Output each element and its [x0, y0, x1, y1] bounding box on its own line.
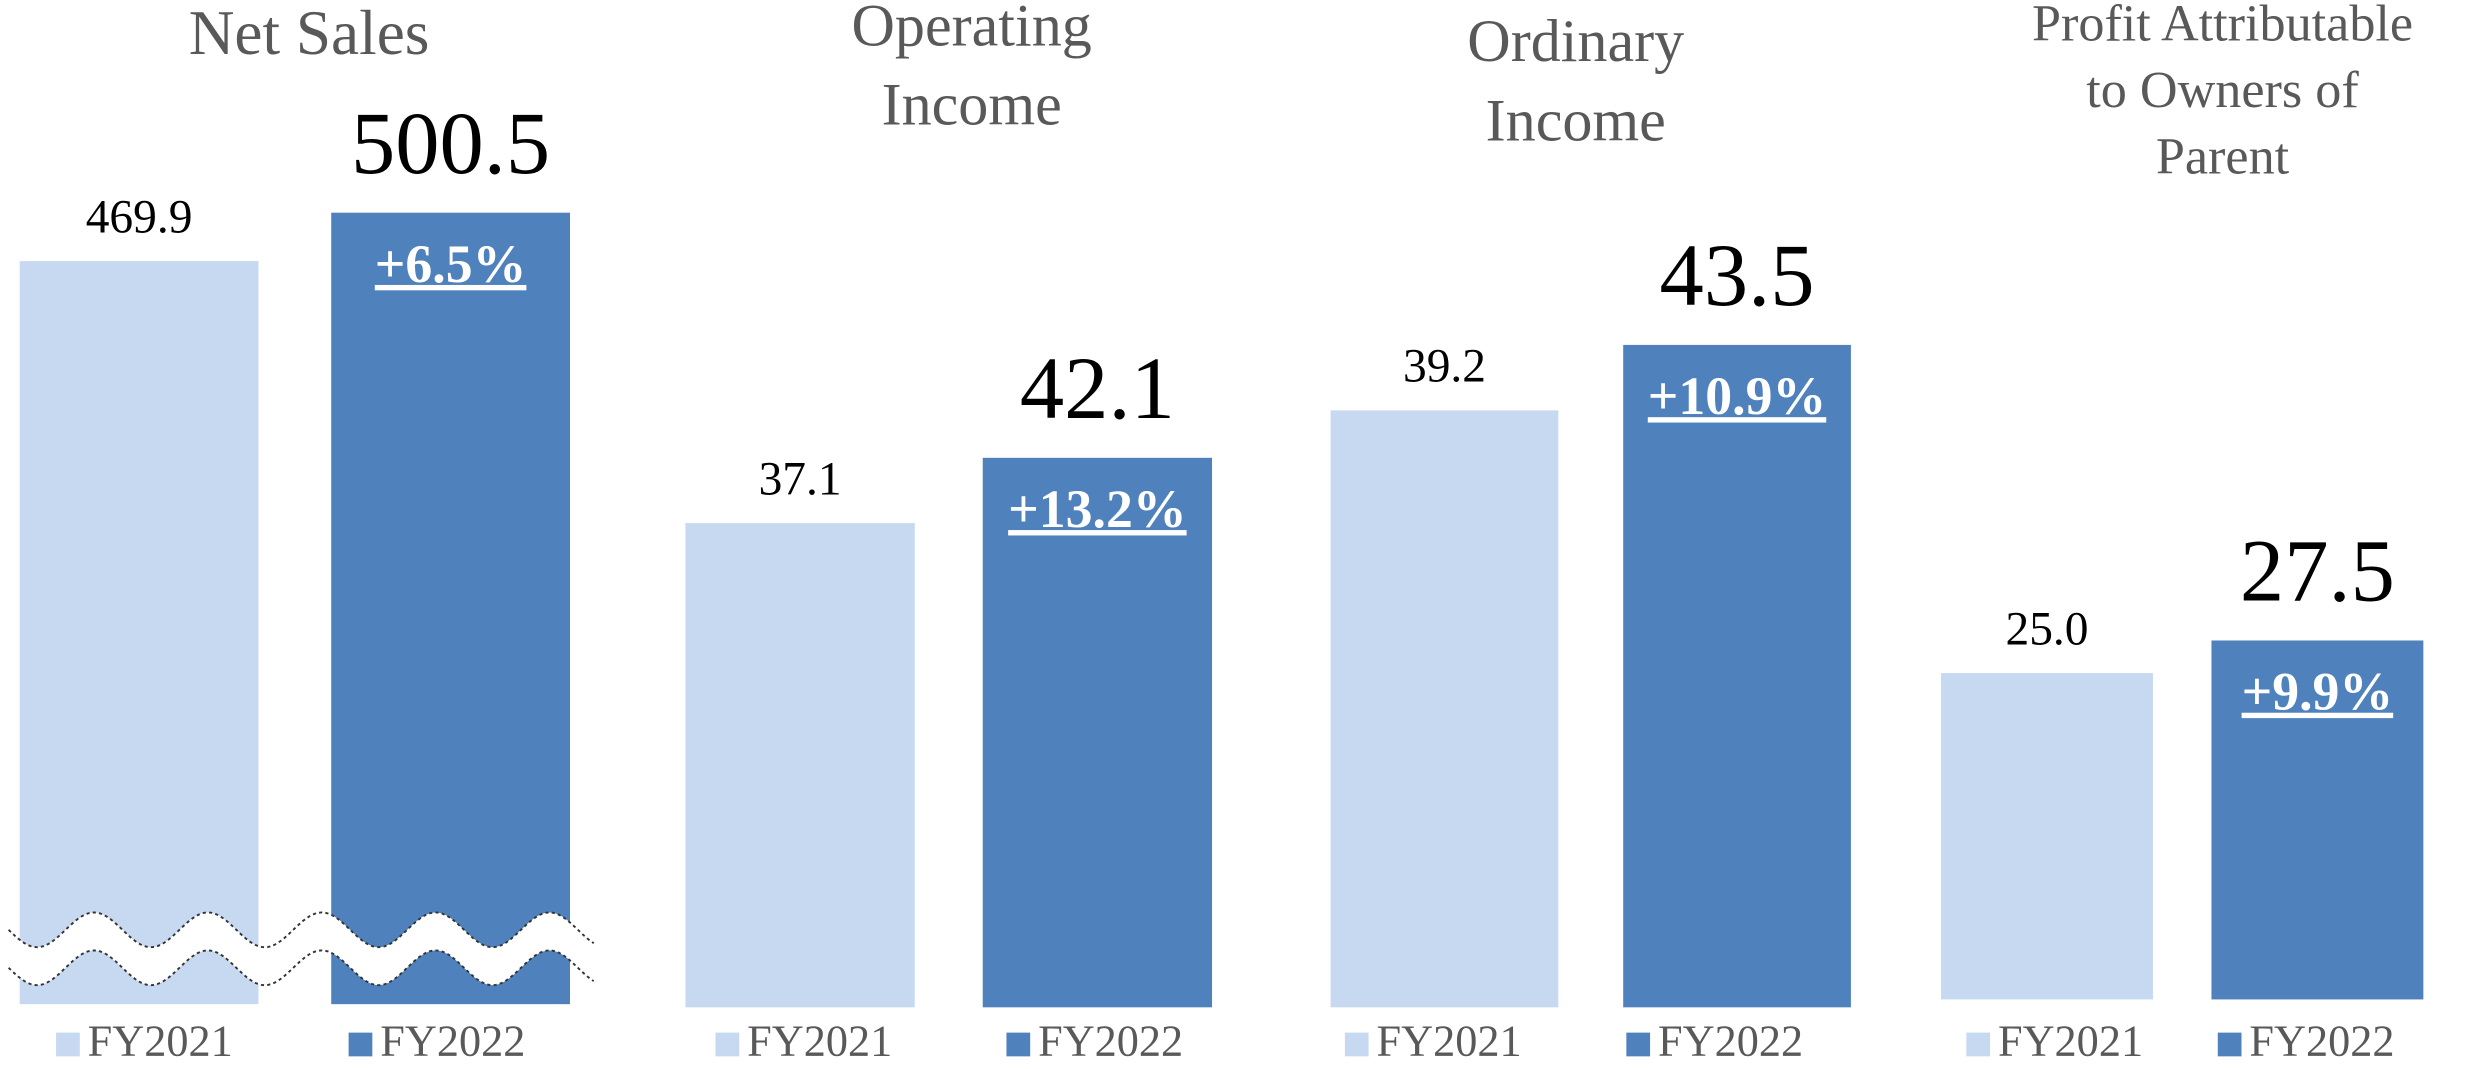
value-label: 39.2	[1403, 341, 1486, 393]
legend-label: FY2021	[1376, 1016, 1521, 1065]
legend-label: FY2022	[380, 1016, 525, 1065]
panel-title: Parent	[2156, 128, 2290, 185]
panel-title: to Owners of	[2086, 62, 2359, 119]
value-label: 42.1	[1020, 340, 1175, 438]
value-label: 43.5	[1660, 227, 1815, 325]
bar	[982, 457, 1213, 1008]
change-label: +13.2%	[1008, 479, 1186, 539]
legend-label: FY2021	[1998, 1016, 2143, 1065]
panel-title: Ordinary	[1467, 7, 1684, 74]
bar	[331, 212, 571, 1005]
bar	[2211, 640, 2424, 1000]
panel-title: Income	[1486, 86, 1666, 153]
change-label: +9.9%	[2242, 662, 2394, 722]
legend-label: FY2022	[2249, 1016, 2394, 1065]
legend-swatch	[348, 1032, 373, 1057]
panel-title: Net Sales	[189, 0, 430, 68]
change-label: +10.9%	[1648, 366, 1826, 426]
axis-break-line	[7, 949, 595, 987]
legend-label: FY2022	[1658, 1016, 1803, 1065]
axis-break-line	[7, 911, 595, 949]
legend-swatch	[1626, 1032, 1651, 1057]
legend-swatch	[1966, 1032, 1991, 1057]
legend-swatch	[56, 1032, 80, 1057]
value-label: 25.0	[2005, 603, 2088, 655]
bar	[1941, 673, 2153, 1000]
legend-label: FY2021	[747, 1016, 892, 1065]
legend-swatch	[1344, 1032, 1369, 1057]
panel-title: Income	[882, 70, 1062, 137]
bar	[1330, 410, 1559, 1008]
bar	[1623, 344, 1851, 1008]
bar	[19, 261, 259, 1005]
legend-label: FY2021	[88, 1016, 233, 1065]
value-label: 500.5	[351, 95, 550, 193]
value-label: 469.9	[86, 191, 193, 243]
axis-break	[8, 912, 594, 986]
value-label: 27.5	[2240, 523, 2395, 621]
legend-swatch	[1006, 1032, 1031, 1057]
legend-swatch	[2217, 1032, 2242, 1057]
legend-label: FY2022	[1038, 1016, 1183, 1065]
change-label: +6.5%	[375, 234, 527, 294]
panel-title: Operating	[852, 0, 1092, 58]
panel-title: Profit Attributable	[2032, 0, 2413, 52]
value-label: 37.1	[759, 453, 842, 505]
bar	[685, 523, 915, 1008]
legend-swatch	[715, 1032, 740, 1057]
